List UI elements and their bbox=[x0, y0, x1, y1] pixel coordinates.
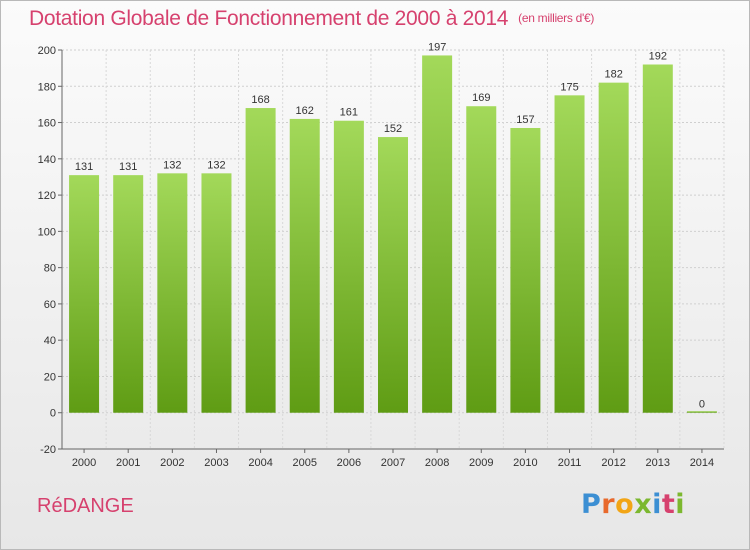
bar bbox=[686, 411, 717, 413]
x-tick-label: 2013 bbox=[646, 457, 670, 469]
x-tick-label: 2009 bbox=[469, 457, 493, 469]
y-tick-label: 180 bbox=[38, 81, 56, 93]
bar bbox=[113, 175, 144, 413]
bar bbox=[157, 173, 188, 413]
logo-letter: o bbox=[615, 489, 635, 520]
x-tick-label: 2010 bbox=[513, 457, 537, 469]
y-tick-label: 20 bbox=[44, 371, 56, 383]
bar bbox=[510, 127, 541, 413]
bar bbox=[69, 175, 100, 413]
bar bbox=[333, 120, 364, 413]
y-tick-label: 160 bbox=[38, 118, 56, 130]
y-tick-label: 80 bbox=[44, 263, 56, 275]
x-tick-label: 2005 bbox=[292, 457, 316, 469]
x-tick-label: 2002 bbox=[160, 457, 184, 469]
commune-name: RéDANGE bbox=[37, 495, 134, 517]
data-label: 132 bbox=[163, 159, 181, 171]
chart-title: Dotation Globale de Fonctionnement de 20… bbox=[29, 7, 594, 31]
bar bbox=[642, 64, 673, 413]
logo-letter: P bbox=[581, 489, 602, 520]
x-tick-label: 2003 bbox=[204, 457, 228, 469]
bar bbox=[422, 55, 453, 413]
x-tick-label: 2014 bbox=[690, 457, 714, 469]
bar bbox=[554, 95, 585, 413]
data-label: 131 bbox=[119, 161, 137, 173]
y-tick-label: 140 bbox=[38, 154, 56, 166]
data-label: 168 bbox=[251, 94, 269, 106]
logo-letter: i bbox=[675, 489, 686, 520]
unit-note: (en milliers d'€) bbox=[518, 11, 595, 25]
bar bbox=[378, 137, 408, 413]
data-label: 157 bbox=[516, 114, 534, 126]
bar bbox=[245, 108, 276, 413]
bar bbox=[289, 118, 320, 413]
data-label: 197 bbox=[428, 41, 446, 53]
bar bbox=[201, 173, 232, 413]
x-tick-label: 2000 bbox=[72, 457, 96, 469]
y-tick-label: 100 bbox=[38, 226, 56, 238]
data-label: 131 bbox=[75, 161, 93, 173]
logo-letter: t bbox=[661, 489, 676, 520]
proxiti-logo: Proxiti bbox=[581, 489, 685, 520]
data-label: 132 bbox=[207, 159, 225, 171]
data-label: 192 bbox=[649, 51, 667, 63]
bar bbox=[466, 106, 497, 413]
x-tick-label: 2007 bbox=[381, 457, 405, 469]
logo-letter: r bbox=[601, 489, 616, 520]
x-tick-label: 2008 bbox=[425, 457, 449, 469]
y-tick-label: -20 bbox=[40, 444, 56, 456]
y-tick-label: 0 bbox=[50, 408, 56, 420]
x-tick-label: 2001 bbox=[116, 457, 140, 469]
y-tick-label: 200 bbox=[38, 45, 56, 57]
data-label: 152 bbox=[384, 123, 402, 135]
data-label: 161 bbox=[340, 107, 358, 119]
data-label: 175 bbox=[560, 81, 578, 93]
chart-title-text: Dotation Globale de Fonctionnement de 20… bbox=[29, 7, 509, 30]
y-tick-label: 60 bbox=[44, 299, 56, 311]
y-tick-label: 120 bbox=[38, 190, 56, 202]
x-tick-label: 2006 bbox=[337, 457, 361, 469]
bar bbox=[598, 82, 629, 413]
data-label: 169 bbox=[472, 92, 490, 104]
y-tick-label: 40 bbox=[44, 335, 56, 347]
data-label: 182 bbox=[604, 69, 622, 81]
x-tick-label: 2004 bbox=[248, 457, 272, 469]
logo-letter: x bbox=[634, 489, 653, 520]
x-tick-label: 2012 bbox=[601, 457, 625, 469]
data-label: 162 bbox=[296, 105, 314, 117]
logo-letter: i bbox=[652, 489, 662, 520]
x-tick-label: 2011 bbox=[558, 457, 582, 469]
data-label: 0 bbox=[699, 399, 705, 411]
